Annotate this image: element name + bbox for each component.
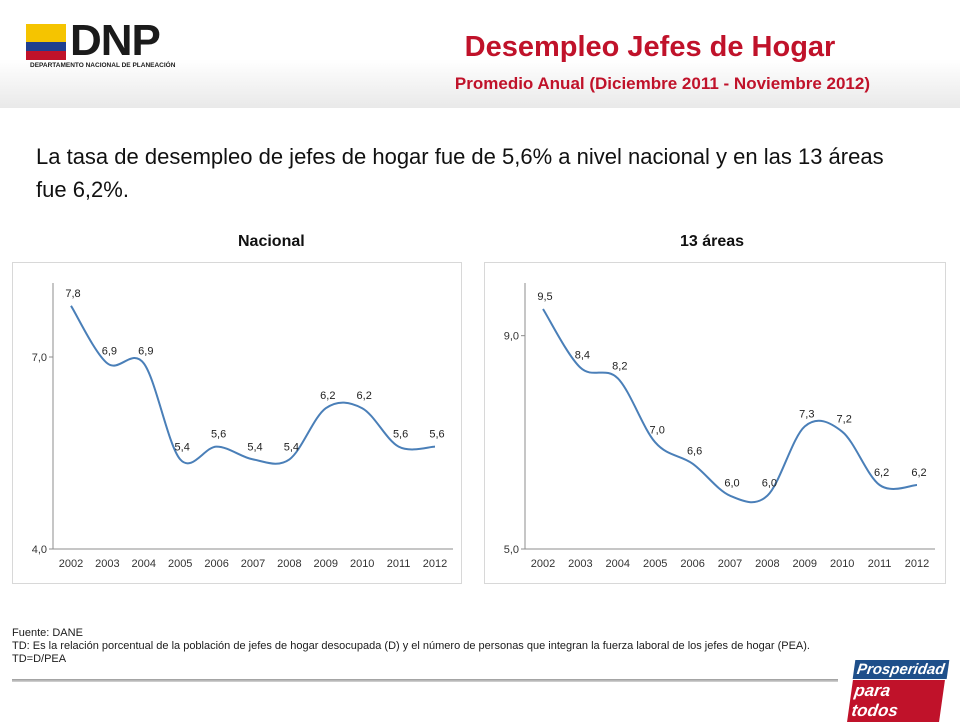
chart-title-nacional: Nacional [238, 233, 305, 250]
data-label: 6,2 [911, 467, 926, 479]
x-tick-label: 2006 [680, 558, 704, 570]
data-label: 6,0 [724, 478, 739, 490]
data-label: 8,2 [612, 360, 627, 372]
x-tick-label: 2002 [531, 558, 555, 570]
data-label: 6,9 [102, 345, 117, 357]
data-label: 5,6 [211, 429, 226, 441]
chart-nacional-svg: 4,0 7,0 2002 2003 2004 2005 2006 2007 2008 2009 20… [32, 283, 453, 570]
data-label: 5,4 [175, 441, 190, 453]
x-tick-label: 2003 [95, 558, 119, 570]
data-label: 7,3 [799, 408, 814, 420]
dnp-logo: DNP DEPARTAMENTO NACIONAL DE PLANEACIÓN [26, 16, 196, 72]
brand-line-1: Prosperidad [852, 660, 949, 679]
x-tick-label: 2012 [423, 558, 447, 570]
x-tick-label: 2006 [204, 558, 228, 570]
x-tick-label: 2007 [241, 558, 265, 570]
data-label: 7,2 [837, 414, 852, 426]
data-label: 5,4 [247, 441, 262, 453]
chart-13-areas-svg: 5,0 9,0 2002 2003 2004 2005 2006 2007 2008 2009 20… [504, 283, 935, 570]
brand-line-2: para todos [847, 680, 945, 722]
series-line [70, 305, 436, 465]
data-label: 6,0 [762, 478, 777, 490]
logo-text: DNP [70, 16, 161, 65]
data-label: 6,6 [687, 446, 702, 458]
header-band [0, 0, 960, 108]
footer-notes: Fuente: DANE TD: Es la relación porcentu… [12, 627, 852, 666]
x-tick-label: 2005 [168, 558, 192, 570]
x-tick-label: 2007 [718, 558, 742, 570]
footer-definition: TD: Es la relación porcentual de la pobl… [12, 640, 810, 665]
y-tick-label: 7,0 [32, 352, 47, 364]
logo-subtitle: DEPARTAMENTO NACIONAL DE PLANEACIÓN [30, 62, 176, 69]
data-label: 7,0 [650, 424, 665, 436]
data-label: 6,2 [320, 390, 335, 402]
summary-text: La tasa de desempleo de jefes de hogar f… [36, 144, 884, 202]
data-label: 9,5 [537, 291, 552, 303]
x-tick-label: 2008 [755, 558, 779, 570]
page-title: Desempleo Jefes de Hogar [464, 31, 836, 63]
series-line [542, 308, 918, 504]
data-label: 8,4 [575, 350, 590, 362]
x-tick-label: 2011 [387, 558, 411, 570]
x-tick-label: 2004 [606, 558, 630, 570]
y-tick-label: 9,0 [504, 331, 519, 343]
prosperidad-logo: Prosperidad para todos [847, 660, 949, 722]
x-tick-label: 2011 [868, 558, 892, 570]
x-tick-label: 2010 [830, 558, 854, 570]
colombia-flag-icon [26, 24, 66, 60]
page-subtitle: Promedio Anual (Diciembre 2011 - Noviemb… [454, 74, 870, 93]
x-tick-label: 2010 [350, 558, 374, 570]
footer-divider [12, 679, 838, 682]
chart-title-13-areas: 13 áreas [680, 233, 745, 250]
x-tick-label: 2003 [568, 558, 592, 570]
data-label: 6,2 [874, 467, 889, 479]
x-tick-label: 2012 [905, 558, 929, 570]
chart-nacional: 4,0 7,0 2002 2003 2004 2005 2006 2007 2008 2009 20… [12, 262, 462, 584]
chart-13-areas: 5,0 9,0 2002 2003 2004 2005 2006 2007 2008 2009 20… [484, 262, 946, 584]
data-label: 5,6 [429, 429, 444, 441]
x-tick-label: 2009 [793, 558, 817, 570]
x-tick-label: 2005 [643, 558, 667, 570]
data-label: 6,9 [138, 345, 153, 357]
x-tick-label: 2004 [132, 558, 156, 570]
x-tick-label: 2002 [59, 558, 83, 570]
data-label: 5,6 [393, 429, 408, 441]
data-label: 6,2 [357, 390, 372, 402]
y-tick-label: 5,0 [504, 544, 519, 556]
footer-source: Fuente: DANE [12, 627, 83, 639]
x-tick-label: 2009 [314, 558, 338, 570]
data-label: 7,8 [65, 288, 80, 300]
data-label: 5,4 [284, 441, 299, 453]
x-tick-label: 2008 [277, 558, 301, 570]
y-tick-label: 4,0 [32, 544, 47, 556]
